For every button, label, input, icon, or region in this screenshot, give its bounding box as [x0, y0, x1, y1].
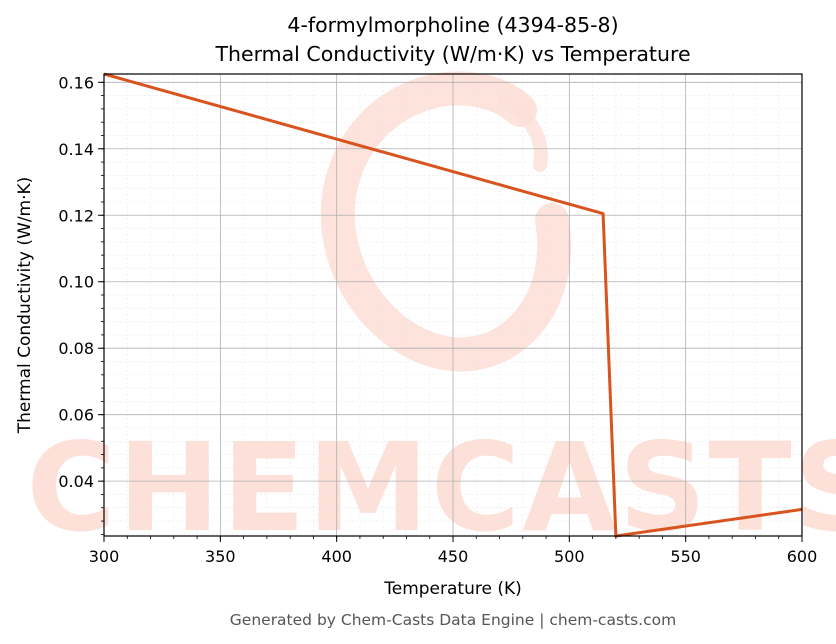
x-tick-label: 600	[787, 547, 818, 566]
y-axis-label: Thermal Conductivity (W/m·K)	[15, 177, 35, 435]
y-axis: 0.04 0.06 0.08 0.10 0.12 0.14 0.16	[58, 73, 104, 535]
series-layer	[103, 72, 803, 538]
chart-subtitle: Thermal Conductivity (W/m·K) vs Temperat…	[214, 42, 690, 66]
series-line	[103, 72, 803, 538]
chart-title: 4-formylmorpholine (4394-85-8)	[287, 13, 618, 37]
watermark-logo-icon	[321, 71, 572, 372]
x-tick-label: 300	[89, 547, 120, 566]
x-tick-label: 350	[205, 547, 236, 566]
y-tick-label: 0.14	[58, 140, 94, 159]
x-tick-label: 550	[670, 547, 701, 566]
y-tick-label: 0.10	[58, 273, 94, 292]
x-tick-label: 500	[554, 547, 585, 566]
watermark: CHEMCASTS	[26, 71, 836, 559]
y-tick-label: 0.06	[58, 406, 94, 425]
y-tick-label: 0.08	[58, 339, 94, 358]
grid	[103, 74, 803, 536]
y-tick-label: 0.16	[58, 73, 94, 92]
x-tick-label: 400	[321, 547, 352, 566]
x-axis: 300 350 400 450 500 550 600	[89, 536, 818, 566]
x-axis-label: Temperature (K)	[383, 579, 522, 599]
y-tick-label: 0.12	[58, 206, 94, 225]
y-tick-label: 0.04	[58, 472, 94, 491]
footer-credit: Generated by Chem-Casts Data Engine | ch…	[230, 611, 676, 629]
watermark-text: CHEMCASTS	[26, 417, 836, 559]
x-tick-label: 450	[438, 547, 469, 566]
